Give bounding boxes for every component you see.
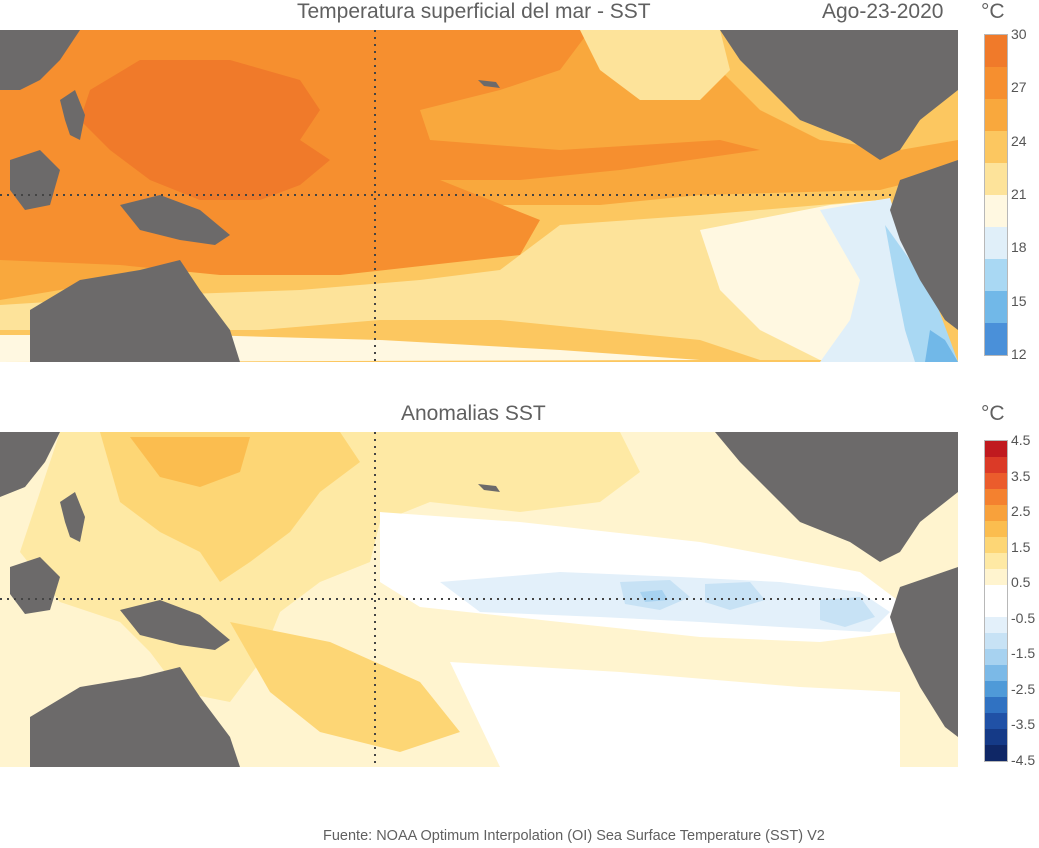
sst-contour-30 [80, 60, 330, 200]
anomaly-land-hawaii [478, 484, 500, 492]
anomaly-colorbar-segment [985, 681, 1007, 697]
anomaly-land-northamerica [715, 432, 958, 562]
anomaly-land [0, 432, 958, 767]
sst-land-newguinea [120, 195, 230, 245]
sst-unit-label: °C [981, 0, 1005, 23]
anomaly-colorbar-segment [985, 521, 1007, 537]
sst-colorbar-tick-label: 21 [1011, 186, 1027, 202]
sst-colorbar-tick-label: 12 [1011, 346, 1027, 362]
sst-colorbar-segment [985, 163, 1007, 195]
anomaly-land-southamerica [890, 567, 958, 737]
anomaly-colorbar-tick-label: 4.5 [1011, 432, 1031, 448]
sst-colorbar-segment [985, 195, 1007, 227]
sst-colorbar-tick-label: 15 [1011, 292, 1027, 309]
anomaly-colorbar-segment [985, 601, 1007, 617]
anomaly-colorbar-segment [985, 729, 1007, 745]
anomaly-colorbar-segment [985, 745, 1007, 761]
anomaly-colorbar-tick-label: -1.5 [1011, 645, 1036, 662]
sst-date: Ago-23-2020 [822, 0, 944, 23]
sst-colorbar-segment [985, 35, 1007, 67]
anomaly-colorbar-tick-label: 2.5 [1011, 503, 1031, 520]
sst-contour-16 [885, 225, 958, 362]
anomaly-negative-core3 [820, 597, 875, 627]
sst-colorbar-segment [985, 131, 1007, 163]
sst-title: Temperatura superficial del mar - SST [297, 0, 651, 23]
sst-colorbar-segment [985, 291, 1007, 323]
anomaly-map-canvas [0, 432, 958, 767]
anomaly-colorbar-tick-label: -2.5 [1011, 680, 1036, 697]
anomaly-colorbar-tick-label: 3.5 [1011, 467, 1031, 484]
sst-colorbar-segment [985, 323, 1007, 355]
source-footer: Fuente: NOAA Optimum Interpolation (OI) … [323, 828, 825, 844]
sst-colorbar-segment [985, 99, 1007, 131]
sst-colorbar-segment [985, 259, 1007, 291]
anomaly-colorbar-segment [985, 569, 1007, 585]
anomaly-colorbar-segment [985, 713, 1007, 729]
anomaly-negative-core4 [640, 590, 668, 602]
anomaly-colorbar-segment [985, 633, 1007, 649]
sst-colorbar-tick-label: 30 [1011, 26, 1027, 42]
sst-colorbar-segment [985, 227, 1007, 259]
anomaly-colorbar-segment [985, 665, 1007, 681]
sst-map [0, 30, 958, 362]
anomaly-land-philippines [60, 492, 85, 542]
anomaly-colorbar-segment [985, 473, 1007, 489]
anomaly-colorbar-tick-label: 0.5 [1011, 574, 1031, 591]
anomaly-colorbar-segment [985, 537, 1007, 553]
sst-land-southamerica [890, 160, 958, 330]
sst-colorbar-tick-label: 27 [1011, 79, 1027, 96]
sst-land-philippines [60, 90, 85, 140]
anomaly-title: Anomalias SST [401, 402, 546, 425]
sst-contour-13 [925, 330, 958, 362]
anomaly-positive-core [130, 437, 250, 487]
anomaly-neutral-band [380, 512, 900, 767]
anomaly-land-australia [30, 667, 240, 767]
anomaly-land-asia [0, 432, 60, 497]
sst-land-australia [30, 260, 240, 362]
anomaly-colorbar-segment [985, 697, 1007, 713]
anomaly-colorbar-tick-label: 1.5 [1011, 538, 1031, 555]
anomaly-colorbar-segment [985, 441, 1007, 457]
sst-contour-21 [0, 30, 880, 360]
anomaly-colorbar-segment [985, 505, 1007, 521]
anomaly-colorbar [984, 440, 1008, 762]
sst-land-asia [0, 30, 80, 90]
anomaly-colorbar-tick-label: -3.5 [1011, 716, 1036, 733]
sst-colorbar [984, 34, 1008, 356]
anomaly-colorbar-segment [985, 649, 1007, 665]
anomaly-colorbar-segment [985, 457, 1007, 473]
sst-land-northamerica [720, 30, 958, 160]
anomaly-colorbar-tick-label: -4.5 [1011, 752, 1036, 768]
anomaly-colorbar-segment [985, 553, 1007, 569]
anomaly-colorbar-segment [985, 489, 1007, 505]
anomaly-map [0, 432, 958, 767]
anomaly-unit-label: °C [981, 402, 1005, 425]
anomaly-colorbar-segment [985, 617, 1007, 633]
anomaly-positive-sw [230, 622, 460, 752]
sst-colorbar-segment [985, 67, 1007, 99]
sst-colorbar-tick-label: 24 [1011, 132, 1027, 149]
anomaly-colorbar-segment [985, 585, 1007, 601]
anomaly-land-newguinea [120, 600, 230, 650]
anomaly-colorbar-tick-label: -0.5 [1011, 609, 1036, 626]
sst-map-canvas [0, 30, 958, 362]
anomaly-negative-core2 [705, 582, 765, 610]
sst-colorbar-tick-label: 18 [1011, 239, 1027, 256]
sst-land-hawaii [478, 80, 500, 88]
